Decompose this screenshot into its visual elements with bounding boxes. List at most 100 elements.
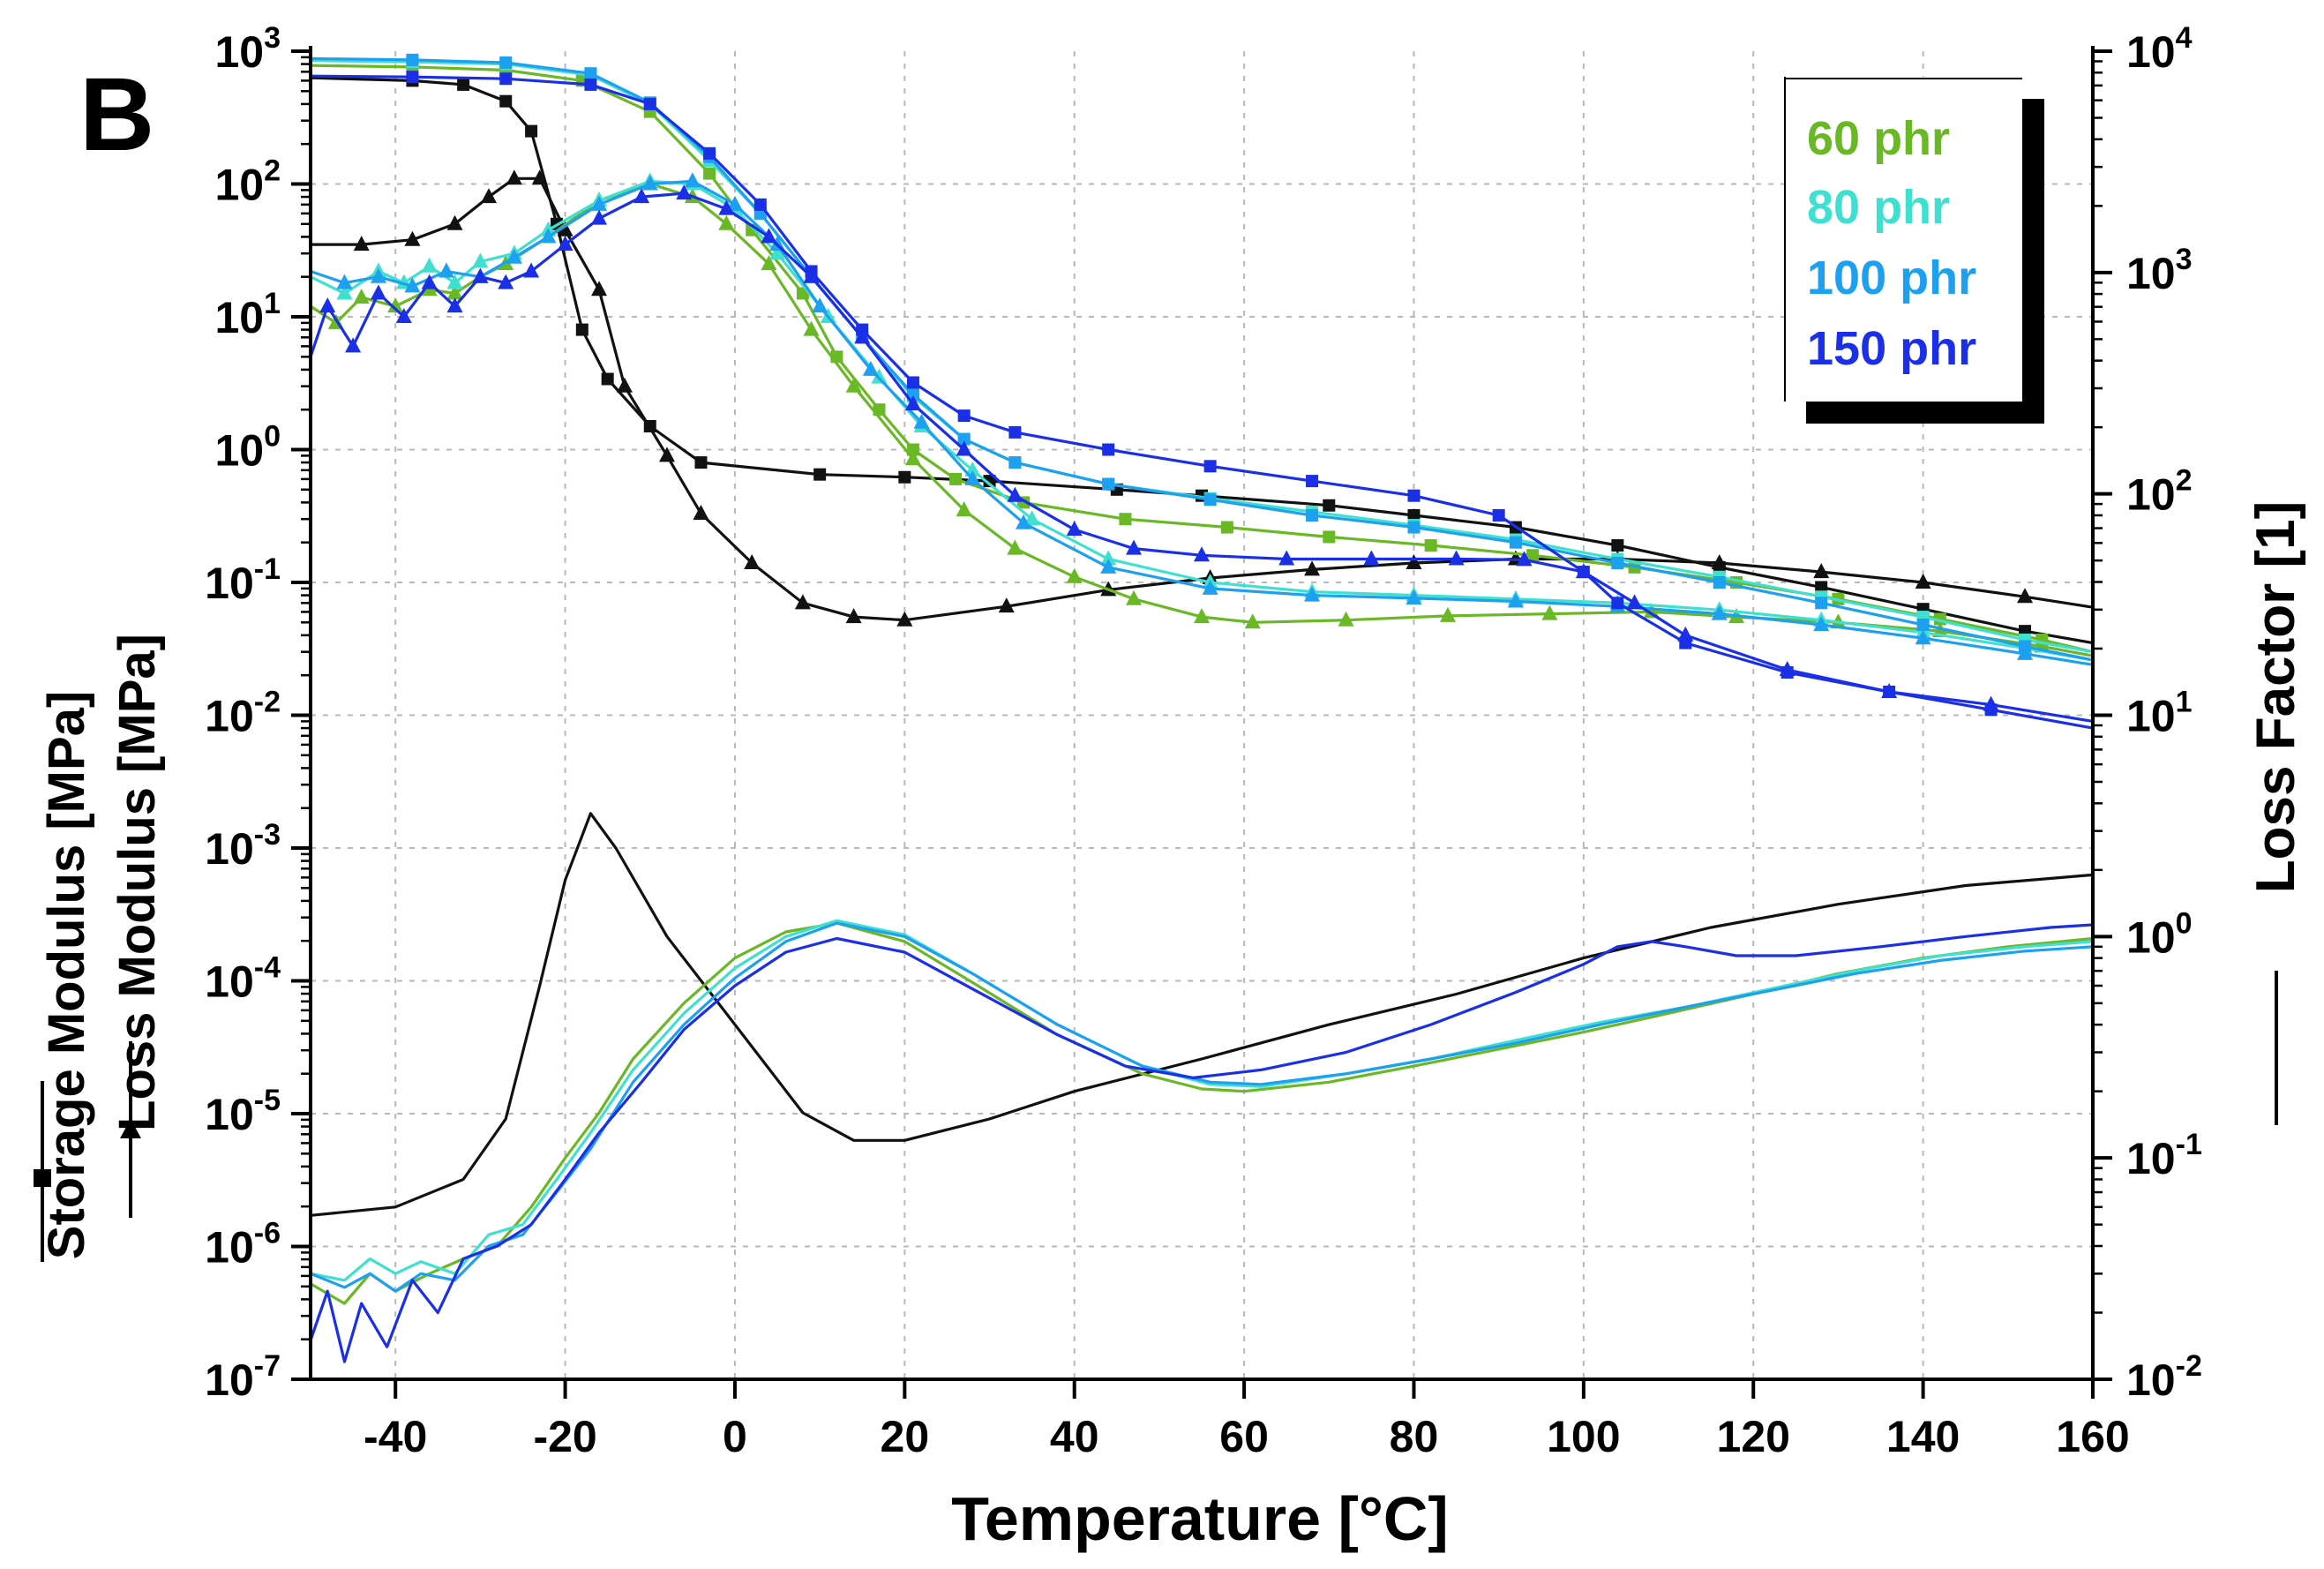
- series-layer: [309, 53, 2094, 1363]
- series-marker-triangle: [1023, 510, 1040, 526]
- x-tick-label: 100: [1547, 1412, 1620, 1461]
- x-tick-label: -40: [364, 1412, 427, 1461]
- series-marker-triangle: [591, 195, 608, 211]
- series-marker-triangle: [964, 469, 981, 485]
- series-marker-triangle: [540, 228, 557, 244]
- series-marker-triangle: [1983, 695, 1999, 711]
- series-marker-triangle: [854, 328, 871, 344]
- series-marker-triangle: [472, 252, 489, 268]
- series-marker-triangle: [1100, 550, 1117, 566]
- series-marker-triangle: [633, 188, 650, 204]
- series-marker-triangle: [744, 554, 761, 570]
- series-marker-triangle: [319, 297, 336, 313]
- series-marker-square: [1407, 521, 1421, 534]
- series-marker-triangle: [726, 195, 743, 211]
- series-marker-square: [1815, 581, 1828, 594]
- series-marker-triangle: [523, 262, 540, 278]
- series-marker-triangle: [1194, 546, 1210, 562]
- series-marker-triangle: [506, 169, 522, 185]
- series-marker-square: [1008, 456, 1022, 469]
- series-marker-triangle: [1066, 521, 1083, 537]
- series-marker-triangle: [1194, 608, 1210, 624]
- series-marker-triangle: [395, 308, 412, 323]
- series-marker-triangle: [557, 221, 574, 236]
- series-marker-triangle: [956, 501, 972, 517]
- series-marker-triangle: [1100, 558, 1117, 574]
- series-marker-square: [457, 78, 470, 91]
- series-marker-square: [584, 67, 597, 80]
- y-right-tick-label: 102: [2126, 464, 2193, 520]
- series-marker-triangle: [2017, 588, 2034, 604]
- series-marker-square: [1102, 477, 1115, 491]
- series-marker-triangle: [718, 199, 735, 215]
- y-left-tick-label: 102: [214, 154, 281, 210]
- legend: 60 phr 80 phr 100 phr 150 phr: [1784, 77, 2044, 424]
- series-marker-square: [406, 71, 419, 84]
- right-axis-label: Loss Factor [1]: [2245, 501, 2306, 893]
- series-marker-triangle: [353, 236, 370, 251]
- series-marker-triangle: [1338, 611, 1354, 627]
- series-marker-triangle: [481, 188, 497, 204]
- series-marker-triangle: [871, 368, 888, 384]
- series-marker-triangle: [446, 297, 463, 313]
- series-marker-triangle: [2017, 644, 2034, 660]
- series-marker-square: [525, 124, 538, 138]
- series-marker-square: [1203, 493, 1217, 507]
- series-marker-square: [1306, 508, 1319, 522]
- series-marker-square: [898, 470, 911, 484]
- series-marker-triangle: [387, 297, 404, 313]
- series-marker-triangle: [904, 394, 921, 410]
- series-marker-square: [1424, 539, 1437, 552]
- legend-entry-80: 80 phr: [1807, 181, 1950, 234]
- series-marker-triangle: [421, 257, 438, 273]
- series-marker-triangle: [353, 289, 370, 304]
- series-marker-triangle: [1711, 604, 1728, 620]
- y-right-tick-label: 10-2: [2126, 1349, 2202, 1405]
- series-marker-triangle: [1406, 589, 1422, 604]
- series-marker-triangle: [684, 172, 701, 188]
- series-marker-square: [499, 72, 513, 86]
- series-line-14: [309, 923, 2094, 1363]
- y-right-tick-label: 101: [2126, 686, 2193, 741]
- series-marker-square: [1220, 521, 1233, 534]
- series-marker-square: [1611, 597, 1624, 610]
- y-left-tick-label: 103: [214, 21, 281, 77]
- y-right-tick-label: 103: [2126, 243, 2193, 298]
- series-marker-triangle: [472, 267, 489, 283]
- series-marker-triangle: [1007, 539, 1023, 555]
- series-marker-triangle: [904, 450, 921, 466]
- series-marker-square: [906, 376, 919, 389]
- series-marker-square: [499, 94, 513, 108]
- series-marker-square: [1713, 576, 1726, 589]
- x-tick-label: 0: [723, 1412, 747, 1461]
- y-right-tick-label: 104: [2126, 21, 2193, 77]
- series-marker-square: [499, 56, 513, 69]
- y-left-tick-label: 10-4: [205, 951, 281, 1007]
- y-left-tick-label: 100: [214, 420, 281, 476]
- series-marker-square: [906, 388, 919, 402]
- x-tick-label: 80: [1390, 1412, 1439, 1461]
- series-marker-triangle: [1126, 539, 1143, 555]
- series-marker-square: [906, 443, 919, 456]
- x-axis-label: Temperature [°C]: [951, 1484, 1448, 1553]
- series-marker-square: [1203, 460, 1217, 473]
- series-marker-square: [813, 468, 827, 481]
- y-left-tick-label: 10-2: [205, 686, 281, 741]
- y-axis-label-loss: Loss Modulus [MPa]: [109, 634, 166, 1131]
- series-marker-triangle: [1813, 563, 1830, 579]
- series-marker-square: [1815, 597, 1828, 610]
- series-marker-triangle: [531, 169, 548, 185]
- series-marker-triangle: [845, 608, 862, 624]
- series-marker-triangle: [1278, 550, 1295, 566]
- series-marker-triangle: [404, 277, 421, 293]
- legend-entry-100: 100 phr: [1807, 251, 1976, 304]
- y-axis-label-storage: Storage Modulus [MPa]: [38, 691, 95, 1259]
- x-tick-label: 140: [1886, 1412, 1960, 1461]
- series-marker-triangle: [446, 284, 463, 300]
- series-marker-square: [694, 456, 708, 469]
- grid: [311, 51, 2093, 1379]
- series-marker-triangle: [1881, 682, 1898, 698]
- series-marker-triangle: [1202, 579, 1218, 595]
- series-marker-square: [949, 472, 963, 485]
